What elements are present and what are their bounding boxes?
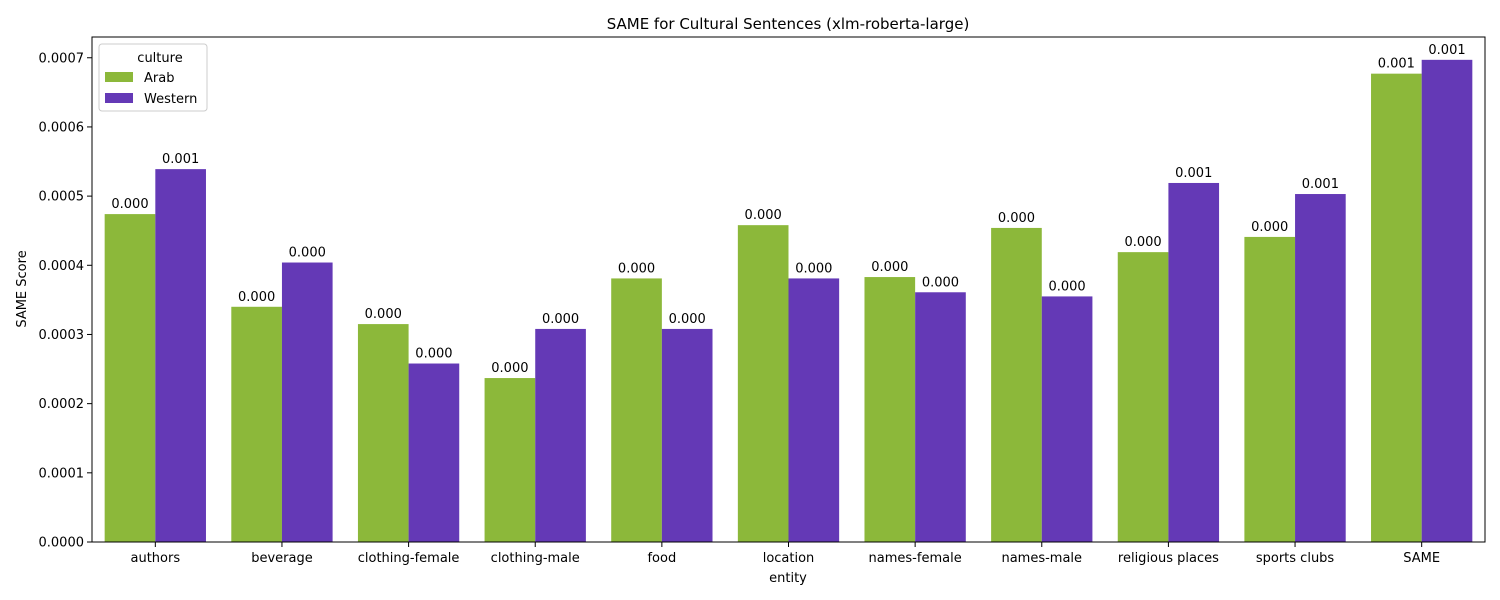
bar-label-arab-clothing-male: 0.000 [491,361,528,376]
bar-label-arab-clothing-female: 0.000 [365,307,402,322]
bar-western-religious-places [1168,182,1220,542]
legend-label-western: Western [144,92,197,107]
bar-arab-names-female [864,277,916,542]
y-tick-label: 0.0005 [39,190,85,205]
bar-label-western-sports-clubs: 0.001 [1302,177,1339,192]
x-tick-label-food: food [647,551,676,566]
bar-western-food [661,328,713,542]
bar-arab-beverage [231,306,282,542]
x-tick-label-names-female: names-female [869,551,962,566]
y-tick-label: 0.0002 [39,397,85,412]
bar-arab-authors [104,214,156,542]
legend-label-arab: Arab [144,71,174,86]
y-tick-label: 0.0006 [39,120,85,135]
bar-labels-group: 0.000 0.000 0.000 0.000 0.000 0.000 0.000 0.000… [111,43,1465,376]
bar-label-arab-beverage: 0.000 [238,290,275,305]
legend: culture Arab Western [98,43,208,112]
bar-western-location [788,278,840,542]
x-tick-label-names-male: names-male [1001,551,1082,566]
bar-arab-food [611,278,662,542]
bar-label-western-food: 0.000 [669,312,706,327]
y-tick-label: 0.0007 [39,51,85,66]
bar-label-arab-location: 0.000 [745,208,782,223]
bar-label-western-religious-places: 0.001 [1175,166,1212,181]
bar-western-authors [155,169,206,542]
x-axis: authors beverage clothing-female clothing-m… [131,542,1440,566]
bar-label-western-clothing-female: 0.000 [415,347,452,362]
bar-label-western-beverage: 0.000 [289,246,326,261]
x-tick-label-sports-clubs: sports clubs [1256,551,1335,566]
bar-western-clothing-male [535,328,586,542]
bar-label-western-names-female: 0.000 [922,275,959,290]
chart-title: SAME for Cultural Sentences (xlm-roberta… [607,15,970,33]
bar-arab-location [737,225,789,542]
legend-swatch-arab [105,72,133,82]
bar-arab-religious-places [1117,252,1169,542]
bar-label-arab-same: 0.001 [1378,57,1415,72]
bar-arab-names-male [991,227,1042,542]
bar-label-arab-names-female: 0.000 [871,260,908,275]
y-tick-label: 0.0004 [39,259,85,274]
legend-swatch-western [105,93,133,103]
bar-arab-sports-clubs [1244,236,1296,543]
bar-label-arab-sports-clubs: 0.000 [1251,220,1288,235]
bar-label-western-names-male: 0.000 [1048,279,1085,294]
x-tick-label-beverage: beverage [251,551,313,566]
x-tick-label-location: location [763,551,815,566]
x-tick-label-same: SAME [1403,551,1440,566]
bar-label-arab-authors: 0.000 [111,197,148,212]
bars-group [104,59,1473,543]
bar-label-western-same: 0.001 [1428,43,1465,58]
bar-label-arab-food: 0.000 [618,261,655,276]
bar-label-arab-names-male: 0.000 [998,211,1035,226]
bar-arab-clothing-male [484,378,536,542]
y-tick-label: 0.0000 [39,536,85,551]
legend-title: culture [137,51,182,66]
x-tick-label-authors: authors [131,551,181,566]
bar-label-arab-religious-places: 0.000 [1124,235,1161,250]
y-axis-title: SAME Score [15,250,30,327]
bar-label-western-authors: 0.001 [162,152,199,167]
x-tick-label-clothing-female: clothing-female [358,551,460,566]
bar-arab-clothing-female [357,324,409,542]
bar-western-names-male [1041,296,1093,542]
bar-western-beverage [281,262,333,542]
bar-label-western-location: 0.000 [795,261,832,276]
bar-label-western-clothing-male: 0.000 [542,312,579,327]
bar-arab-same [1371,73,1422,542]
bar-western-same [1421,59,1473,542]
y-tick-label: 0.0003 [39,328,85,343]
x-tick-label-religious-places: religious places [1118,551,1219,566]
x-tick-label-clothing-male: clothing-male [491,551,580,566]
bar-western-clothing-female [408,363,460,542]
x-axis-title: entity [769,571,807,586]
bar-western-names-female [915,292,966,542]
bar-western-sports-clubs [1295,194,1346,542]
y-axis: 0.0000 0.0001 0.0002 0.0003 0.0004 0.0005 0.00… [39,51,92,551]
y-tick-label: 0.0001 [39,466,85,481]
plot-frame [91,36,1486,543]
